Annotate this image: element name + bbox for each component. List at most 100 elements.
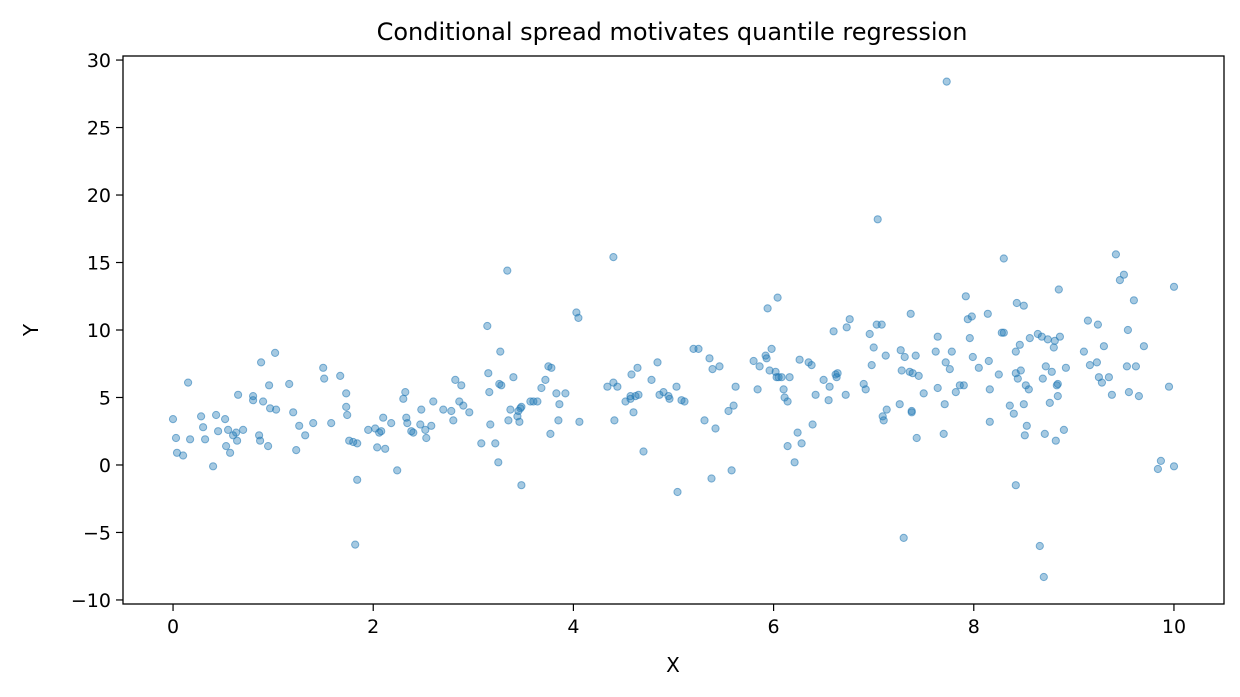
- data-point: [209, 462, 218, 471]
- data-point: [1107, 390, 1117, 399]
- data-point: [824, 396, 833, 405]
- data-point: [879, 416, 888, 425]
- data-point: [873, 215, 882, 224]
- data-point: [877, 320, 886, 329]
- data-point: [634, 390, 643, 399]
- data-point: [700, 416, 709, 425]
- data-point: [422, 433, 431, 443]
- data-point: [627, 370, 636, 379]
- data-point: [1169, 282, 1179, 291]
- data-points: [168, 77, 1179, 582]
- data-point: [533, 397, 542, 406]
- data-point: [561, 389, 570, 398]
- data-point: [845, 315, 854, 324]
- y-tick-label: 15: [87, 253, 111, 275]
- data-point: [1039, 572, 1048, 582]
- data-point: [1059, 425, 1069, 434]
- data-point: [899, 533, 908, 543]
- data-point: [504, 416, 513, 425]
- data-point: [439, 405, 448, 414]
- data-point: [421, 425, 430, 434]
- data-point: [239, 425, 248, 434]
- data-point: [729, 401, 738, 410]
- data-point: [486, 420, 495, 429]
- data-point: [999, 328, 1008, 337]
- data-point: [639, 447, 648, 456]
- data-point: [1013, 374, 1022, 383]
- data-point: [906, 309, 915, 318]
- data-point: [1019, 301, 1028, 310]
- data-point: [353, 475, 362, 484]
- data-point: [403, 419, 412, 428]
- data-point: [1053, 379, 1062, 389]
- data-point: [931, 347, 940, 356]
- data-point: [459, 401, 468, 410]
- data-point: [1019, 400, 1028, 409]
- chart-title: Conditional spread motivates quantile re…: [377, 18, 968, 46]
- data-point: [272, 405, 281, 414]
- plot-frame: [122, 55, 1225, 605]
- data-point: [795, 355, 804, 364]
- data-point: [763, 304, 772, 313]
- data-point: [186, 435, 195, 444]
- data-point: [727, 466, 736, 475]
- data-point: [199, 423, 208, 432]
- data-point: [289, 408, 298, 417]
- data-point: [1053, 392, 1062, 401]
- data-point: [259, 397, 268, 406]
- data-point: [309, 419, 318, 428]
- data-point: [399, 394, 408, 403]
- data-point: [694, 344, 703, 353]
- data-point: [171, 433, 181, 443]
- data-point: [233, 436, 242, 445]
- data-point: [457, 381, 466, 390]
- data-point: [509, 373, 518, 382]
- data-point: [1025, 334, 1034, 343]
- data-point: [1015, 340, 1024, 349]
- data-point: [965, 334, 974, 343]
- data-point: [914, 371, 923, 380]
- data-point: [655, 390, 664, 399]
- y-tick-label: −5: [83, 522, 111, 544]
- data-point: [342, 402, 351, 411]
- data-point: [343, 410, 352, 420]
- data-point: [940, 400, 949, 409]
- data-point: [749, 356, 758, 366]
- x-tick-label: 0: [167, 616, 179, 638]
- data-point: [496, 347, 505, 356]
- data-point: [484, 369, 493, 378]
- data-point: [491, 439, 500, 448]
- data-point: [541, 375, 550, 384]
- data-point: [320, 374, 329, 383]
- data-point: [201, 435, 210, 444]
- data-point: [819, 375, 828, 384]
- data-point: [465, 408, 474, 417]
- data-point: [451, 375, 460, 384]
- data-point: [1099, 342, 1109, 351]
- data-point: [833, 369, 842, 378]
- data-point: [777, 373, 786, 382]
- data-point: [1085, 361, 1095, 370]
- y-tick-label: 25: [87, 118, 111, 140]
- data-point: [387, 419, 396, 428]
- data-point: [841, 390, 850, 399]
- data-point: [393, 466, 402, 475]
- data-point: [629, 408, 638, 417]
- data-point: [1097, 378, 1107, 387]
- data-point: [1047, 367, 1056, 376]
- data-point: [1051, 436, 1060, 445]
- data-point: [707, 474, 716, 483]
- data-point: [555, 400, 564, 409]
- y-axis-label: Y: [19, 323, 43, 337]
- data-point: [353, 439, 362, 448]
- data-point: [1083, 316, 1093, 325]
- data-point: [633, 363, 642, 372]
- data-point: [867, 361, 876, 370]
- data-point: [249, 396, 258, 405]
- data-point: [292, 446, 301, 455]
- data-point: [483, 321, 492, 331]
- x-tick-label: 2: [367, 616, 379, 638]
- x-axis-label: X: [666, 653, 680, 677]
- y-tick-label: 10: [87, 320, 111, 342]
